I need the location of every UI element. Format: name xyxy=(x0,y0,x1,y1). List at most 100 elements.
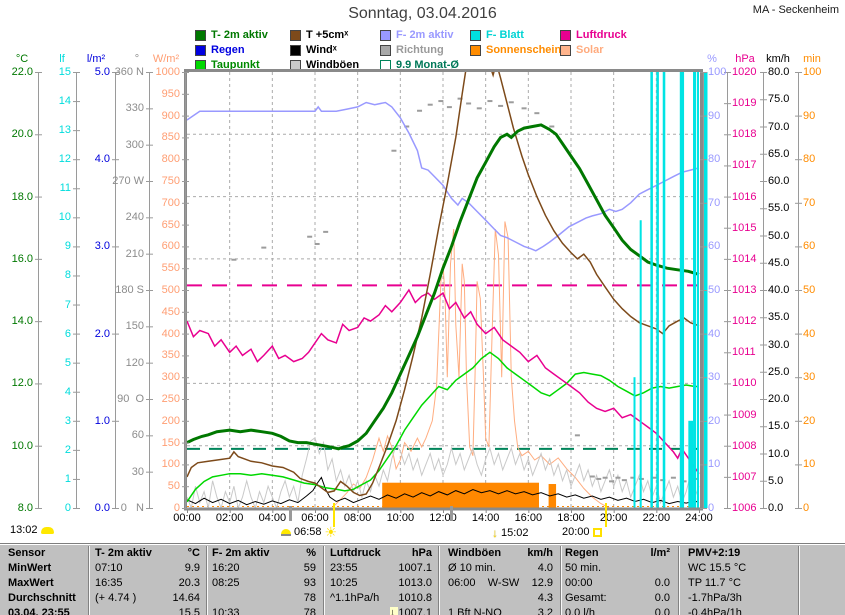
legend-item-solar[interactable]: Solar xyxy=(576,44,604,56)
axis-hpa-tick-label: 1013 xyxy=(732,284,757,296)
legend-item-t-2m-aktiv[interactable]: T- 2m aktiv xyxy=(211,29,268,41)
axis-rain-tick-label: 2.0 xyxy=(94,327,110,340)
axis-pct-tick-label: 60 xyxy=(708,240,721,253)
axis-wm2-tick-label: 900 xyxy=(161,109,180,122)
legend-item-9-9-monat-[interactable]: 9.9 Monat-Ø xyxy=(396,59,459,71)
axis-lf-tick-label: 9 xyxy=(64,240,71,253)
sun-icon: ☀ xyxy=(324,524,338,540)
page-title: Sonntag, 03.04.2016 xyxy=(348,5,497,22)
legend-item-windb-en[interactable]: Windböen xyxy=(306,59,360,71)
table-header-5: Regen xyxy=(565,547,599,559)
axis-pct-tick-label: 50 xyxy=(708,284,721,296)
axis-temp-tick-label: 8.0 xyxy=(17,502,33,514)
axis-wm2-tick-label: 300 xyxy=(161,371,180,384)
table-header-unit-5: l/m² xyxy=(650,547,670,559)
legend-item-f-blatt[interactable]: F- Blatt xyxy=(486,29,524,41)
legend-item-t-5cm-[interactable]: T +5cmˣ xyxy=(306,29,349,41)
axis-temp-tick-label: 22.0 xyxy=(11,66,33,78)
axis-dir-tick-label: 210 xyxy=(125,247,144,260)
axis-lf-header: lf xyxy=(59,53,65,65)
time-label: 08:00 xyxy=(343,512,372,524)
axis-hpa-tick-label: 1014 xyxy=(732,252,757,265)
time-label: 18:00 xyxy=(557,512,585,524)
sunrise-time-label: 06:58 xyxy=(294,526,322,538)
series-richtung-dash xyxy=(574,434,580,437)
table-header-2: F- 2m aktiv xyxy=(212,547,270,559)
time-label: 02:00 xyxy=(215,512,244,524)
axis-wm2-tick-label: 50 xyxy=(167,480,180,493)
legend-item-taupunkt[interactable]: Taupunkt xyxy=(211,59,260,71)
sunset-marker: 20:00 xyxy=(562,526,602,538)
table-cell-text: 08:25 xyxy=(212,577,240,589)
legend-item-wind-[interactable]: Windˣ xyxy=(306,44,337,56)
table-cell-value: 3.2 xyxy=(537,607,553,615)
axis-dir-tick-label: 360 N xyxy=(114,66,144,78)
series-richtung-dash xyxy=(307,235,313,238)
axis-min-tick-label: 30 xyxy=(803,371,816,384)
series-wind xyxy=(186,476,700,506)
table-cell-text: 50 min. xyxy=(565,562,602,574)
axis-wm2-tick-label: 400 xyxy=(161,327,180,340)
table-row-label: MaxWert xyxy=(8,577,54,589)
series-richtung-dash xyxy=(457,97,463,100)
max-time-label: 15:02 xyxy=(501,527,529,539)
table-cell-text: 0.0 l/h xyxy=(565,607,595,615)
sunset-square-icon xyxy=(592,527,602,537)
axis-hpa-tick-label: 1015 xyxy=(732,221,757,234)
series-richtung-dash xyxy=(323,230,329,233)
series-richtung-dash xyxy=(438,100,444,103)
series-fblatt-spike xyxy=(693,72,697,508)
moon-time-label: 13:02 xyxy=(10,524,38,536)
series-richtung-dash xyxy=(621,479,627,482)
axis-pct-tick-label: 40 xyxy=(708,327,721,340)
series-richtung-dash xyxy=(596,477,602,480)
axis-wm2-tick-label: 0 xyxy=(173,502,180,514)
table-column-divider xyxy=(323,546,325,615)
axis-kmh-tick-label: 40.0 xyxy=(768,284,790,296)
table-header-unit-2: % xyxy=(306,547,316,559)
axis-hpa-tick-label: 1008 xyxy=(732,439,757,452)
axis-min-tick-label: 80 xyxy=(803,153,816,166)
series-fblatt-spike xyxy=(656,72,659,508)
axis-lf-tick-label: 13 xyxy=(58,124,71,137)
legend-item-regen[interactable]: Regen xyxy=(211,44,245,56)
series-richtung-dash xyxy=(670,476,676,479)
time-label: 00:00 xyxy=(173,512,201,524)
legend-swatch-wind- xyxy=(290,45,301,56)
series-richtung-dash xyxy=(602,476,608,479)
axis-lf-tick-label: 1 xyxy=(64,472,71,485)
axis-wm2-tick-label: 800 xyxy=(161,153,180,166)
legend-item-luftdruck[interactable]: Luftdruck xyxy=(576,29,627,41)
series-richtung-dash xyxy=(508,101,514,104)
legend-item-f-2m-aktiv[interactable]: F- 2m aktiv xyxy=(396,29,454,41)
axis-lf-tick-label: 2 xyxy=(64,443,71,456)
axis-rain-tick-label: 1.0 xyxy=(94,414,110,427)
table-cell-value: 93 xyxy=(303,577,316,589)
table-header-unit-1: °C xyxy=(187,547,200,559)
legend-item-richtung[interactable]: Richtung xyxy=(396,44,444,56)
table-row-label: MinWert xyxy=(8,562,52,574)
legend-item-sonnenschein[interactable]: Sonnenschein xyxy=(486,44,562,56)
axis-wm2-tick-label: 550 xyxy=(161,262,180,275)
table-cell-value: 1007.1 xyxy=(398,562,432,574)
axis-wm2-tick-label: 100 xyxy=(161,458,180,471)
axis-wm2-tick-label: 850 xyxy=(161,131,180,144)
legend-swatch-solar xyxy=(560,45,571,56)
axis-wm2-tick-label: 200 xyxy=(161,414,180,427)
axis-dir-tick-label: 240 xyxy=(125,211,144,224)
axis-dir-tick-label: 0 N xyxy=(120,502,144,514)
axis-pct-tick-label: 30 xyxy=(708,371,721,384)
axis-lf-tick-label: 14 xyxy=(58,95,71,108)
axis-hpa-tick-label: 1010 xyxy=(732,377,757,390)
table-cell-text: -1.7hPa/3h xyxy=(688,592,742,604)
axis-min-tick-label: 100 xyxy=(803,66,822,78)
axis-rain-header: l/m² xyxy=(86,53,106,65)
axis-kmh-tick-label: 50.0 xyxy=(768,229,790,242)
series-t5cm xyxy=(186,72,700,497)
axis-min-tick-label: 60 xyxy=(803,240,816,253)
axis-rain-tick-label: 5.0 xyxy=(94,66,110,78)
time-label: 04:00 xyxy=(258,512,287,524)
series-richtung-dash xyxy=(487,100,493,103)
axis-dir-tick-label: 120 xyxy=(125,356,144,369)
